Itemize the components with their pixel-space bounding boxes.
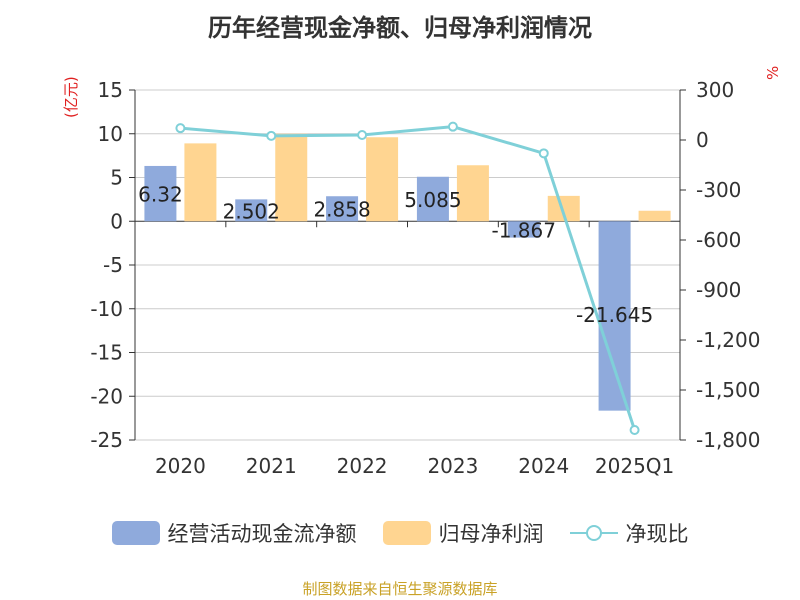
- left-tick-label: -10: [90, 297, 123, 321]
- left-tick-label: 15: [98, 78, 123, 102]
- legend-item-profit[interactable]: 归母净利润: [382, 518, 544, 548]
- bar-profit: [275, 133, 308, 222]
- right-tick-label: -1,200: [696, 328, 760, 352]
- bar-cashflow: [326, 196, 359, 222]
- right-tick-label: 300: [696, 78, 734, 102]
- left-tick-label: -20: [90, 384, 123, 408]
- source-note: 制图数据来自恒生聚源数据库: [302, 580, 498, 598]
- legend-item-cashflow[interactable]: 经营活动现金流净额: [111, 518, 357, 548]
- line-point: [447, 121, 458, 132]
- legend-label-profit: 归母净利润: [438, 522, 544, 546]
- data-label: -21.645: [576, 303, 653, 327]
- line-point: [357, 130, 368, 140]
- data-label: 2.858: [313, 198, 370, 222]
- category-label: 2024: [518, 454, 569, 478]
- bar-profit: [638, 210, 671, 222]
- bar-cashflow: [235, 199, 268, 222]
- data-label: -1.867: [492, 218, 556, 242]
- bar-profit: [184, 143, 217, 222]
- line-point: [175, 123, 186, 134]
- line-point: [266, 130, 277, 141]
- left-tick-label: 5: [110, 166, 123, 190]
- bar-cashflow: [416, 176, 449, 222]
- legend-label-cashflow: 经营活动现金流净额: [167, 522, 357, 546]
- data-label: 5.085: [404, 188, 461, 212]
- right-tick-label: -1,500: [696, 378, 760, 402]
- legend-swatch-cashflow: [111, 521, 160, 545]
- left-tick-label: 10: [98, 122, 123, 146]
- line-point: [538, 148, 549, 159]
- left-tick-label: 0: [110, 209, 123, 233]
- line-point: [629, 425, 640, 435]
- category-label: 2025Q1: [595, 454, 674, 478]
- bar-cashflow: [598, 221, 631, 411]
- data-label: 6.32: [138, 183, 183, 207]
- bar-profit: [366, 137, 399, 222]
- line-ratio: [180, 125, 637, 431]
- left-tick-label: -25: [90, 428, 123, 452]
- right-tick-label: -600: [696, 228, 741, 252]
- right-tick-label: -300: [696, 178, 741, 202]
- right-tick-label: -1,800: [696, 428, 760, 452]
- legend-swatch-profit: [382, 521, 431, 545]
- legend: 经营活动现金流净额 归母净利润 净现比: [0, 518, 800, 548]
- right-tick-label: 0: [696, 128, 709, 152]
- data-label: 2.502: [223, 199, 280, 223]
- bar-cashflow: [144, 165, 177, 222]
- chart-title: 历年经营现金净额、归母净利润情况: [208, 14, 592, 42]
- category-label: 2023: [427, 454, 478, 478]
- legend-item-ratio[interactable]: 净现比: [569, 518, 689, 548]
- bar-cashflow: [507, 221, 540, 238]
- legend-label-ratio: 净现比: [625, 522, 689, 546]
- left-tick-label: -15: [90, 341, 123, 365]
- bar-profit: [456, 165, 489, 222]
- category-label: 2021: [246, 454, 297, 478]
- legend-line-icon: [569, 525, 618, 541]
- category-label: 2022: [337, 454, 388, 478]
- left-tick-label: -5: [103, 253, 123, 277]
- category-label: 2020: [155, 454, 206, 478]
- right-tick-label: -900: [696, 278, 741, 302]
